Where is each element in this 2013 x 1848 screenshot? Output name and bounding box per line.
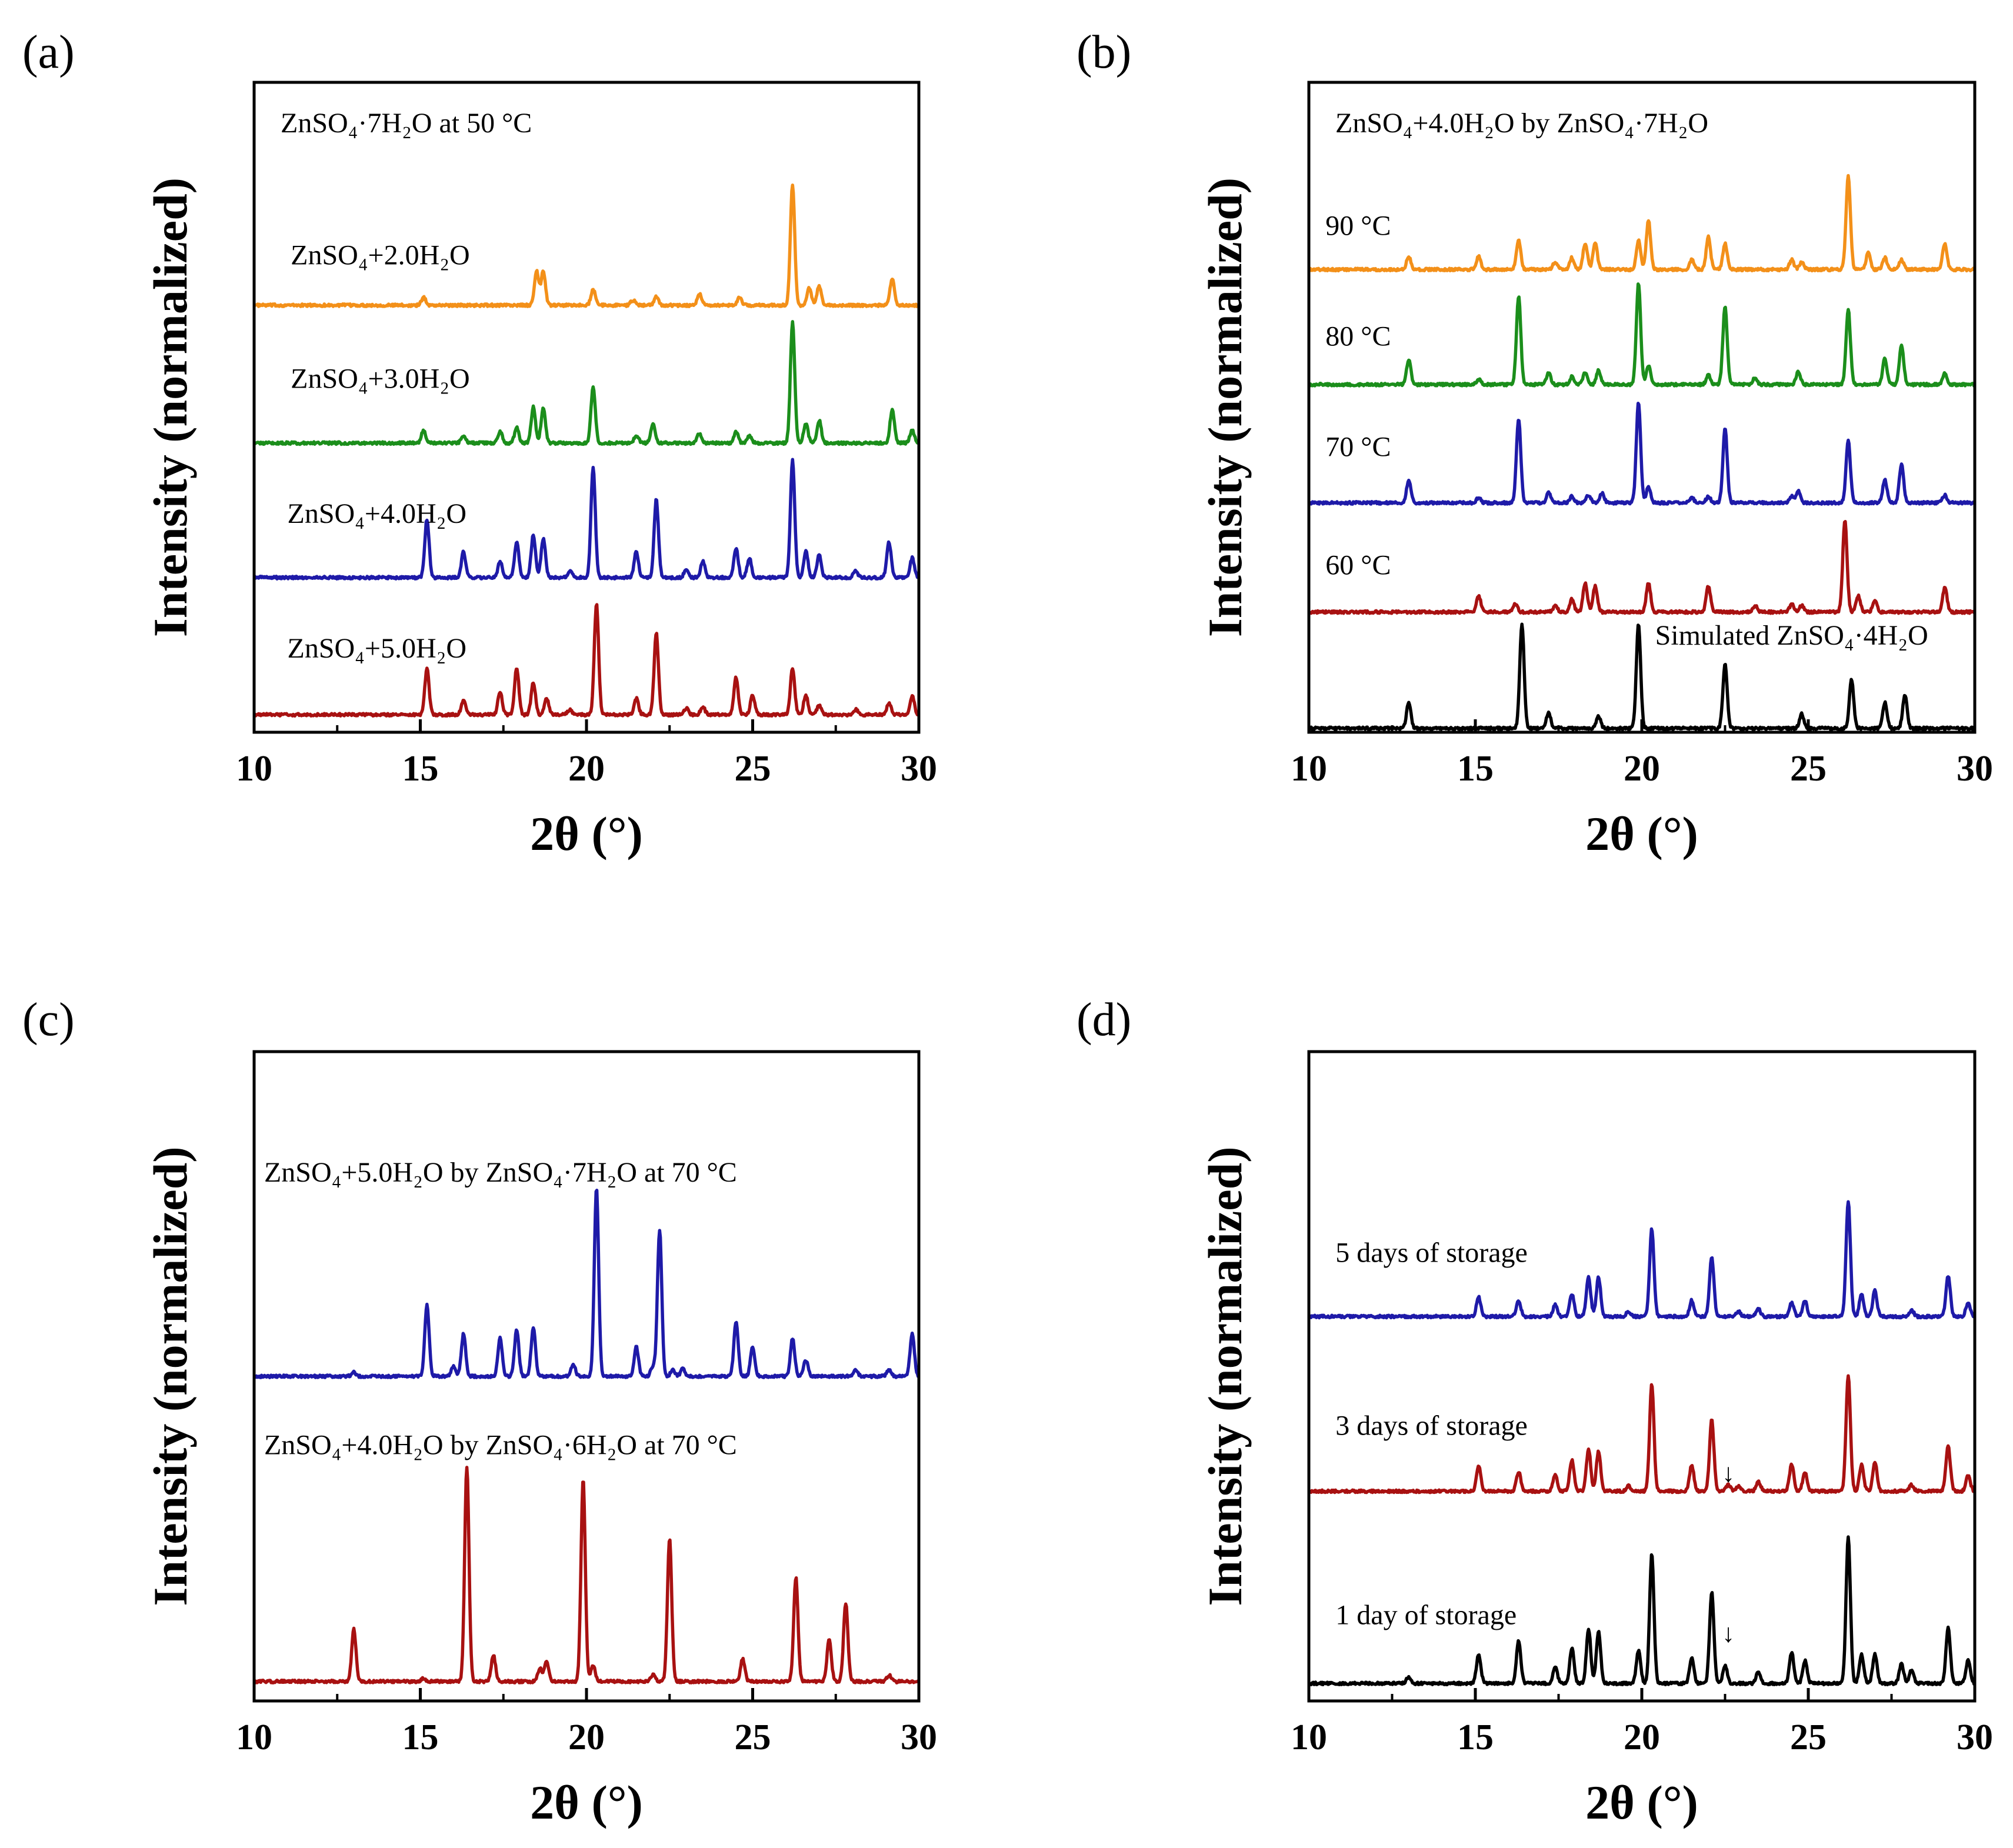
panel-d: (d) 5 days of storage 3 days of storage 1 d… <box>1077 994 1993 1829</box>
x-tick-label: 30 <box>1957 1717 1993 1757</box>
series-label: ZnSO₄+2.0H₂O <box>291 239 470 271</box>
series-line-c-0 <box>253 1189 920 1379</box>
panel-label: (b) <box>1077 26 1131 78</box>
series-label: ZnSO₄+5.0H₂O by ZnSO₄·7H₂O at 70 °C <box>264 1157 737 1188</box>
x-tick-label: 10 <box>236 1717 272 1757</box>
series-label: ZnSO₄+4.0H₂O by ZnSO₄·6H₂O at 70 °C <box>264 1429 737 1460</box>
series-line-b-1 <box>1308 282 1977 388</box>
x-axis-label: 2θ (°) <box>1585 807 1698 860</box>
x-tick-label: 15 <box>1457 1717 1494 1757</box>
x-tick-label: 25 <box>1790 749 1827 789</box>
series-line-a-0 <box>252 184 920 308</box>
x-axis-label: 2θ (°) <box>530 807 643 860</box>
series-label: ZnSO₄+3.0H₂O <box>291 363 470 394</box>
series-line-b-2 <box>1307 402 1976 506</box>
series-line-d-1 <box>1307 1374 1977 1495</box>
x-axis-label: 2θ (°) <box>530 1776 643 1829</box>
series-line-a-3 <box>252 603 920 718</box>
series-line-a-2 <box>252 458 921 581</box>
panel-label: (c) <box>22 994 75 1046</box>
series-label: 70 °C <box>1325 431 1391 462</box>
series-line-d-2 <box>1308 1535 1977 1687</box>
series-label: 5 days of storage <box>1335 1237 1528 1269</box>
x-tick-label: 25 <box>735 749 771 789</box>
series-label: Simulated ZnSO₄·4H₂O <box>1655 620 1928 651</box>
series-label: 3 days of storage <box>1335 1410 1528 1441</box>
series-label: 1 day of storage <box>1335 1600 1517 1631</box>
series-label: 80 °C <box>1325 321 1391 352</box>
arrow-annotation: ↓ <box>1722 1619 1735 1648</box>
panel-title: ZnSO₄+4.0H₂O by ZnSO₄·7H₂O <box>1335 108 1708 139</box>
x-tick-label: 15 <box>402 1717 439 1757</box>
y-axis-label: Intensity (normalized) <box>1198 1146 1252 1606</box>
panel-title: ZnSO₄·7H₂O at 50 °C <box>281 108 532 139</box>
x-tick-label: 30 <box>1957 749 1993 789</box>
x-axis-label: 2θ (°) <box>1585 1776 1698 1829</box>
arrow-annotation: ↓ <box>1722 1459 1735 1487</box>
x-tick-label: 15 <box>402 749 439 789</box>
x-tick-label: 20 <box>1624 1717 1660 1757</box>
series-line-b-3 <box>1307 520 1976 615</box>
series-label: 90 °C <box>1325 211 1391 242</box>
series-line-c-1 <box>252 1466 921 1684</box>
y-axis-label: Intensity (normalized) <box>144 178 197 637</box>
series-label: ZnSO₄+4.0H₂O <box>288 498 467 529</box>
panel-b: (b) 90 °C 80 °C 70 °C 60 °C Simulated ZnSO₄·4… <box>1077 26 1993 860</box>
series-line-b-4 <box>1308 622 1977 732</box>
x-tick-label: 25 <box>1790 1717 1827 1757</box>
panel-a: (a) ZnSO₄+2.0H₂O ZnSO₄+3.0H₂O ZnSO₄+4.0H₂O Z… <box>22 26 937 860</box>
panel-label: (a) <box>22 26 75 78</box>
panel-label: (d) <box>1077 994 1131 1046</box>
series-label: 60 °C <box>1325 549 1391 581</box>
x-tick-label: 25 <box>735 1717 771 1757</box>
x-tick-label: 10 <box>236 749 272 789</box>
x-tick-label: 30 <box>901 1717 937 1757</box>
y-axis-label: Intensity (normalized) <box>1198 178 1252 637</box>
x-tick-label: 15 <box>1457 749 1494 789</box>
x-tick-label: 10 <box>1291 1717 1327 1757</box>
y-axis-label: Intensity (normalized) <box>144 1146 197 1606</box>
series-line-a-1 <box>253 320 920 446</box>
x-tick-label: 20 <box>1624 749 1660 789</box>
x-tick-label: 20 <box>568 749 605 789</box>
panel-c: (c) ZnSO₄+5.0H₂O by ZnSO₄·7H₂O at 70 °C Zn… <box>22 994 937 1829</box>
series-line-d-0 <box>1307 1200 1976 1320</box>
series-line-b-0 <box>1308 174 1976 273</box>
x-tick-label: 30 <box>901 749 937 789</box>
x-tick-label: 10 <box>1291 749 1327 789</box>
x-tick-label: 20 <box>568 1717 605 1757</box>
series-label: ZnSO₄+5.0H₂O <box>288 633 467 664</box>
